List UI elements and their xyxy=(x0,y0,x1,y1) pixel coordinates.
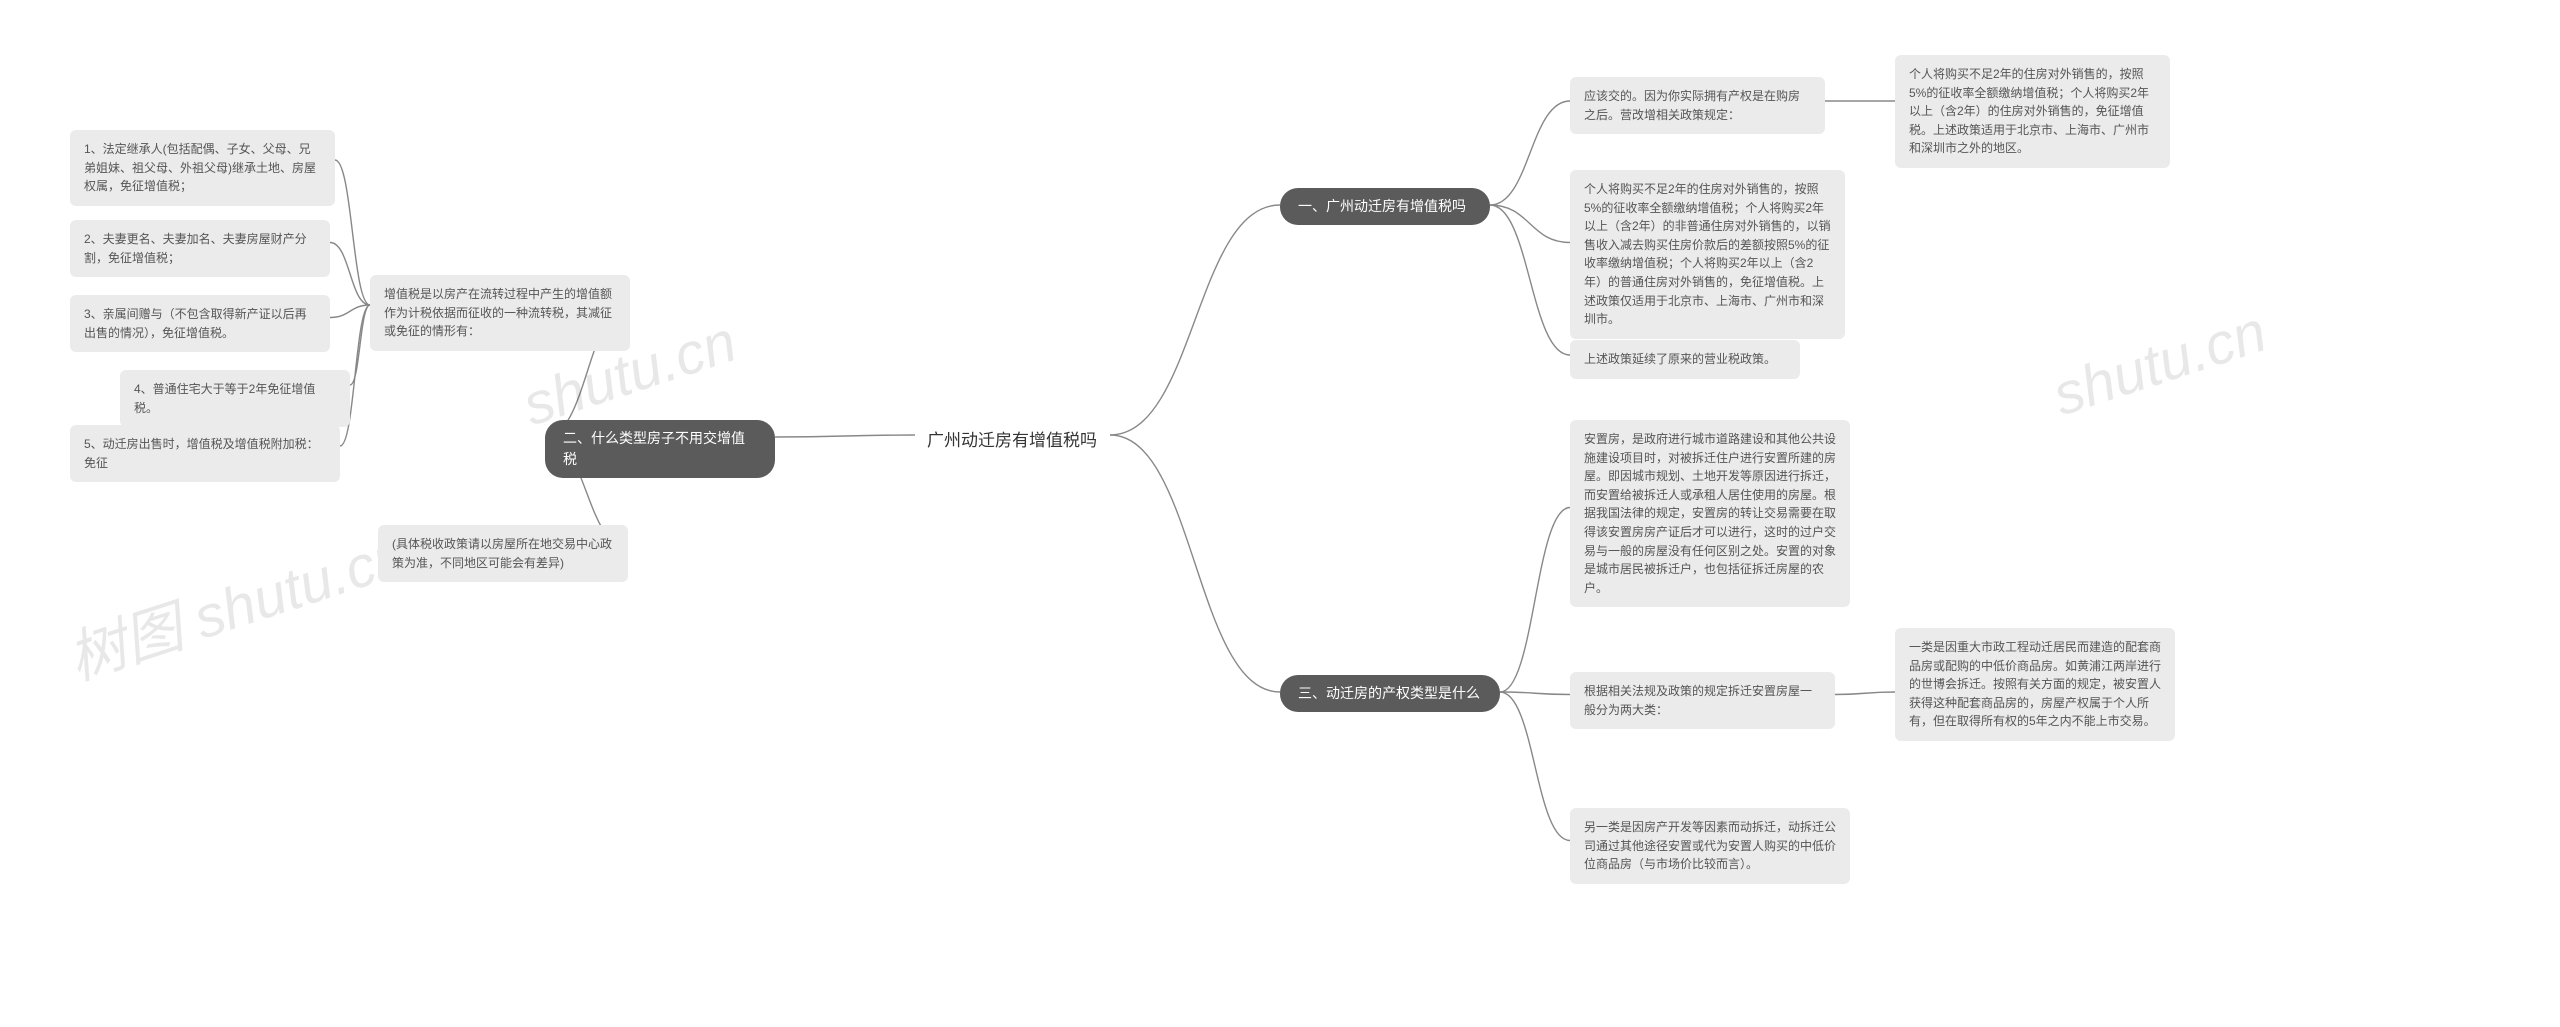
connector-layer xyxy=(0,0,2560,1027)
branch-2-child-1-b: 2、夫妻更名、夫妻加名、夫妻房屋财产分割，免征增值税； xyxy=(70,220,330,277)
watermark-3: shutu.cn xyxy=(2045,298,2274,429)
mindmap-root: 广州动迁房有增值税吗 xyxy=(915,420,1110,462)
branch-1-child-1-a: 个人将购买不足2年的住房对外销售的，按照5%的征收率全额缴纳增值税；个人将购买2… xyxy=(1895,55,2170,168)
watermark-1: 树图 shutu.cn xyxy=(56,508,416,696)
branch-3: 三、动迁房的产权类型是什么 xyxy=(1280,675,1500,712)
branch-2-child-1-a: 1、法定继承人(包括配偶、子女、父母、兄弟姐妹、祖父母、外祖父母)继承土地、房屋… xyxy=(70,130,335,206)
branch-3-child-1: 安置房，是政府进行城市道路建设和其他公共设施建设项目时，对被拆迁住户进行安置所建… xyxy=(1570,420,1850,607)
branch-2-child-1-e: 5、动迁房出售时，增值税及增值税附加税：免征 xyxy=(70,425,340,482)
branch-2-child-1-d: 4、普通住宅大于等于2年免征增值税。 xyxy=(120,370,350,427)
branch-1-child-1: 应该交的。因为你实际拥有产权是在购房之后。营改增相关政策规定： xyxy=(1570,77,1825,134)
branch-1-child-3: 上述政策延续了原来的营业税政策。 xyxy=(1570,340,1800,379)
branch-1: 一、广州动迁房有增值税吗 xyxy=(1280,188,1490,225)
branch-3-child-2-a: 一类是因重大市政工程动迁居民而建造的配套商品房或配购的中低价商品房。如黄浦江两岸… xyxy=(1895,628,2175,741)
branch-2-child-2: (具体税收政策请以房屋所在地交易中心政策为准，不同地区可能会有差异) xyxy=(378,525,628,582)
branch-3-child-2: 根据相关法规及政策的规定拆迁安置房屋一般分为两大类： xyxy=(1570,672,1835,729)
branch-1-child-2: 个人将购买不足2年的住房对外销售的，按照5%的征收率全额缴纳增值税；个人将购买2… xyxy=(1570,170,1845,339)
branch-3-child-3: 另一类是因房产开发等因素而动拆迁，动拆迁公司通过其他途径安置或代为安置人购买的中… xyxy=(1570,808,1850,884)
branch-2-child-1: 增值税是以房产在流转过程中产生的增值额作为计税依据而征收的一种流转税，其减征或免… xyxy=(370,275,630,351)
branch-2: 二、什么类型房子不用交增值税 xyxy=(545,420,775,478)
branch-2-child-1-c: 3、亲属间赠与（不包含取得新产证以后再出售的情况），免征增值税。 xyxy=(70,295,330,352)
